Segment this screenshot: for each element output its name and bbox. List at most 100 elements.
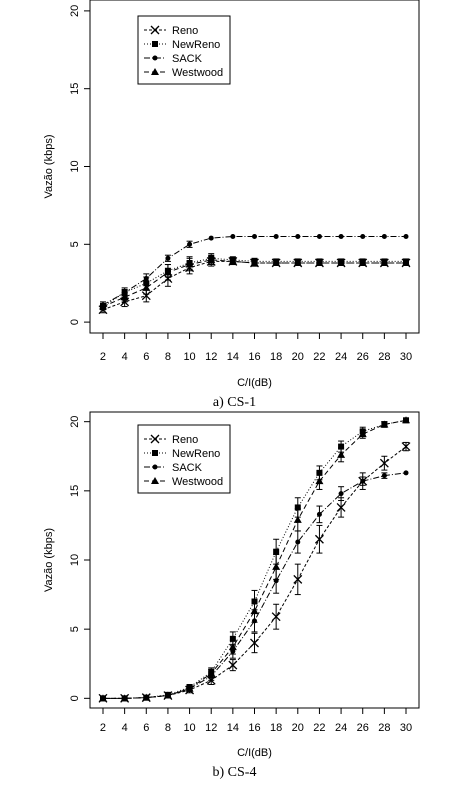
series-sack	[99, 234, 409, 309]
y-axis-label: Vazão (kbps)	[43, 135, 55, 199]
x-tick-label: 20	[292, 722, 304, 734]
marker-square	[294, 504, 301, 511]
x-tick-label: 6	[143, 722, 149, 734]
series-sack	[100, 470, 409, 701]
marker-triangle	[250, 258, 259, 266]
marker-dot	[360, 234, 366, 240]
y-tick-label: 10	[69, 160, 81, 172]
x-tick-label: 20	[292, 351, 304, 363]
x-tick-label: 12	[205, 351, 217, 363]
marker-x-stroke	[336, 502, 346, 512]
marker-dot	[316, 234, 322, 240]
marker-x	[250, 638, 259, 648]
marker-dot	[273, 234, 279, 240]
x-tick-label: 4	[122, 351, 128, 363]
legend-label: NewReno	[172, 448, 220, 460]
marker-triangle	[272, 562, 281, 570]
legend-item-reno: Reno	[144, 434, 198, 446]
x-tick-label: 18	[270, 351, 282, 363]
marker-x	[293, 574, 303, 584]
marker-dot	[295, 539, 301, 545]
legend-label: Westwood	[172, 67, 223, 79]
marker-square	[273, 548, 280, 555]
marker-x	[150, 25, 160, 35]
marker-triangle	[207, 669, 216, 677]
y-tick-label: 5	[69, 241, 81, 247]
marker-triangle	[120, 694, 129, 702]
series-line	[102, 419, 407, 699]
marker-x	[401, 442, 411, 452]
marker-dot	[152, 464, 158, 470]
marker-triangle	[185, 684, 194, 692]
marker-x-stroke	[314, 534, 324, 544]
marker-triangle	[228, 257, 237, 265]
marker-x	[228, 660, 238, 670]
x-tick-label: 30	[400, 351, 412, 363]
series-line	[102, 472, 407, 699]
y-tick-label: 15	[69, 485, 81, 497]
marker-triangle	[98, 302, 107, 310]
x-tick-label: 18	[270, 722, 282, 734]
x-tick-label: 8	[165, 722, 171, 734]
x-tick-label: 28	[378, 351, 390, 363]
marker-dot	[230, 234, 236, 240]
y-tick-label: 0	[69, 319, 81, 325]
x-tick-label: 6	[143, 351, 149, 363]
legend-label: NewReno	[172, 39, 220, 51]
x-tick-label: 22	[313, 351, 325, 363]
y-tick-label: 20	[69, 416, 81, 428]
marker-dot	[338, 234, 344, 240]
marker-dot	[143, 276, 149, 282]
marker-dot	[152, 55, 158, 61]
marker-triangle	[185, 260, 194, 268]
y-tick-label: 0	[69, 695, 81, 701]
x-tick-label: 12	[205, 722, 217, 734]
marker-x	[141, 291, 151, 301]
legend-item-sack: SACK	[144, 53, 203, 65]
marker-dot	[338, 491, 344, 497]
marker-triangle	[151, 68, 159, 75]
y-axis-label: Vazão (kbps)	[43, 528, 55, 592]
x-tick-label: 8	[165, 351, 171, 363]
x-tick-label: 26	[357, 351, 369, 363]
marker-x-stroke	[228, 660, 238, 670]
marker-x-stroke	[379, 458, 389, 468]
marker-triangle	[151, 477, 159, 484]
x-axis-label: C/I(dB)	[237, 377, 272, 389]
marker-dot	[381, 473, 387, 479]
marker-triangle	[293, 515, 302, 523]
legend-label: Reno	[172, 25, 198, 37]
marker-triangle	[250, 607, 259, 615]
marker-x-stroke	[293, 574, 303, 584]
marker-x	[379, 458, 389, 468]
marker-triangle	[272, 258, 281, 266]
x-tick-label: 28	[378, 722, 390, 734]
marker-triangle	[120, 293, 129, 301]
marker-dot	[403, 470, 409, 476]
x-tick-label: 2	[100, 722, 106, 734]
chart-panel-cs4: 2 4 6 8 10 12 14 16 18 20 22 24 26 28 3005101520C/I(dB…	[43, 411, 420, 780]
marker-triangle	[293, 258, 302, 266]
x-tick-label: 24	[335, 351, 347, 363]
x-tick-label: 26	[357, 722, 369, 734]
chart-panel-cs1: 2 4 6 8 10 12 14 16 18 20 22 24 26 28 3005101520C/I(dB…	[43, 0, 420, 410]
marker-dot	[381, 234, 387, 240]
marker-dot	[295, 234, 301, 240]
marker-triangle	[315, 258, 324, 266]
legend-item-newreno: NewReno	[144, 448, 220, 460]
marker-triangle	[337, 258, 346, 266]
marker-triangle	[163, 268, 172, 276]
x-tick-label: 2	[100, 351, 106, 363]
legend-label: SACK	[172, 462, 203, 474]
x-tick-label: 16	[248, 722, 260, 734]
marker-triangle	[228, 643, 237, 651]
chart-caption: a) CS-1	[213, 395, 256, 410]
marker-x-stroke	[271, 612, 281, 622]
legend-label: SACK	[172, 53, 203, 65]
legend-label: Westwood	[172, 476, 223, 488]
legend-item-reno: Reno	[144, 25, 198, 37]
series-line	[102, 236, 407, 306]
marker-x-stroke	[250, 638, 259, 648]
series-westwood	[98, 416, 411, 702]
x-axis-label: C/I(dB)	[237, 747, 272, 759]
